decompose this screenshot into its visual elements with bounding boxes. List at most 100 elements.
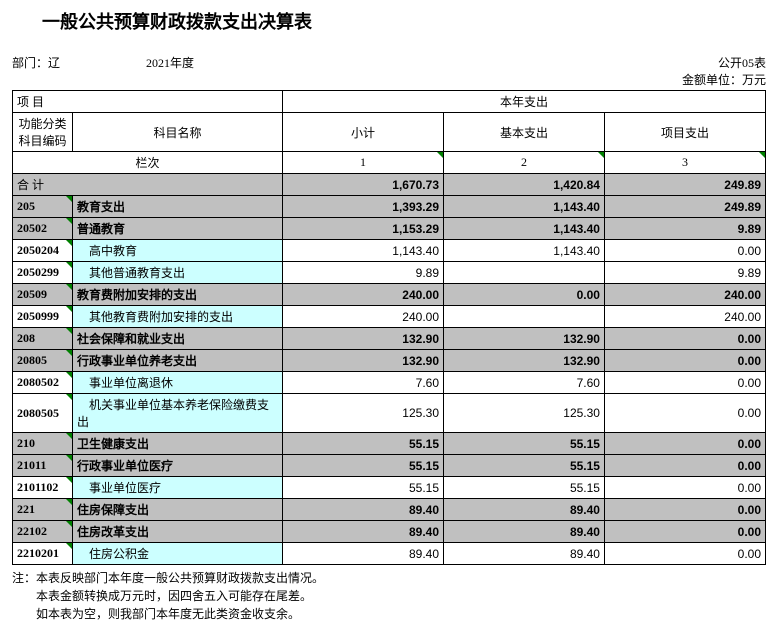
row-name: 教育支出 (73, 196, 283, 218)
cell-basic: 0.00 (444, 284, 605, 306)
table-row: 205教育支出1,393.291,143.40249.89 (13, 196, 766, 218)
row-name: 机关事业单位基本养老保险缴费支出 (73, 394, 283, 433)
cell-project: 0.00 (604, 372, 765, 394)
row-code: 22102 (13, 521, 73, 543)
row-name: 事业单位离退休 (73, 372, 283, 394)
cell-subtotal: 1,153.29 (283, 218, 444, 240)
cell-project: 0.00 (604, 240, 765, 262)
cell-basic (444, 262, 605, 284)
cell-basic: 1,143.40 (444, 196, 605, 218)
cell-basic: 89.40 (444, 521, 605, 543)
cell-project: 249.89 (604, 174, 765, 196)
row-code: 2080505 (13, 394, 73, 433)
cell-subtotal: 9.89 (283, 262, 444, 284)
row-name: 事业单位医疗 (73, 477, 283, 499)
cell-subtotal: 1,670.73 (283, 174, 444, 196)
cell-project: 0.00 (604, 328, 765, 350)
cell-subtotal: 1,393.29 (283, 196, 444, 218)
cell-basic: 89.40 (444, 499, 605, 521)
table-row: 2210201 住房公积金89.4089.400.00 (13, 543, 766, 565)
footnotes: 注：本表反映部门本年度一般公共预算财政拨款支出情况。 本表金额转换成万元时，因四… (12, 569, 766, 623)
year-label: 2021年度 (146, 54, 194, 88)
row-name: 住房改革支出 (73, 521, 283, 543)
table-row: 21011行政事业单位医疗55.1555.150.00 (13, 455, 766, 477)
row-code: 21011 (13, 455, 73, 477)
row-code: 210 (13, 433, 73, 455)
row-name: 其他教育费附加安排的支出 (73, 306, 283, 328)
cell-subtotal: 55.15 (283, 477, 444, 499)
table-row: 20509教育费附加安排的支出240.000.00240.00 (13, 284, 766, 306)
row-code: 2080502 (13, 372, 73, 394)
budget-table: 项 目 本年支出 功能分类科目编码 科目名称 小计 基本支出 项目支出 栏次 1… (12, 90, 766, 565)
row-name: 其他普通教育支出 (73, 262, 283, 284)
cell-basic: 125.30 (444, 394, 605, 433)
row-name: 住房保障支出 (73, 499, 283, 521)
row-code: 20805 (13, 350, 73, 372)
row-code: 208 (13, 328, 73, 350)
cell-basic: 89.40 (444, 543, 605, 565)
cell-subtotal: 89.40 (283, 521, 444, 543)
table-row: 2050299 其他普通教育支出9.899.89 (13, 262, 766, 284)
table-row: 208社会保障和就业支出132.90132.900.00 (13, 328, 766, 350)
row-code: 2210201 (13, 543, 73, 565)
row-name: 社会保障和就业支出 (73, 328, 283, 350)
cell-project: 240.00 (604, 306, 765, 328)
row-code: 20502 (13, 218, 73, 240)
row-name: 教育费附加安排的支出 (73, 284, 283, 306)
header-basic: 基本支出 (444, 113, 605, 152)
row-code: 2101102 (13, 477, 73, 499)
row-code: 2050204 (13, 240, 73, 262)
cell-project: 0.00 (604, 455, 765, 477)
header-func-code: 功能分类科目编码 (13, 113, 73, 152)
note-1: 注：本表反映部门本年度一般公共预算财政拨款支出情况。 (12, 569, 766, 587)
table-row: 2050999 其他教育费附加安排的支出240.00240.00 (13, 306, 766, 328)
cell-subtotal: 55.15 (283, 455, 444, 477)
cell-subtotal: 55.15 (283, 433, 444, 455)
row-name: 卫生健康支出 (73, 433, 283, 455)
header-xiangmu: 项 目 (13, 91, 283, 113)
cell-subtotal: 7.60 (283, 372, 444, 394)
cell-basic: 1,143.40 (444, 218, 605, 240)
row-name: 行政事业单位养老支出 (73, 350, 283, 372)
unit-label: 金额单位：万元 (682, 71, 766, 88)
cell-basic: 1,420.84 (444, 174, 605, 196)
cell-basic: 55.15 (444, 433, 605, 455)
cell-project: 0.00 (604, 543, 765, 565)
cell-project: 0.00 (604, 350, 765, 372)
cell-project: 9.89 (604, 262, 765, 284)
cell-subtotal: 240.00 (283, 284, 444, 306)
cell-basic: 132.90 (444, 328, 605, 350)
cell-basic: 1,143.40 (444, 240, 605, 262)
cell-subtotal: 89.40 (283, 543, 444, 565)
row-total-label: 合 计 (13, 174, 283, 196)
header-bennian: 本年支出 (283, 91, 766, 113)
cell-subtotal: 1,143.40 (283, 240, 444, 262)
cell-basic: 7.60 (444, 372, 605, 394)
header-lanci: 栏次 (13, 152, 283, 174)
table-row: 22102住房改革支出89.4089.400.00 (13, 521, 766, 543)
note-2: 本表金额转换成万元时，因四舍五入可能存在尾差。 (12, 587, 766, 605)
form-number: 公开05表 (682, 54, 766, 71)
row-code: 20509 (13, 284, 73, 306)
cell-basic: 55.15 (444, 477, 605, 499)
col-2: 2 (444, 152, 605, 174)
cell-subtotal: 125.30 (283, 394, 444, 433)
row-code: 221 (13, 499, 73, 521)
cell-subtotal: 132.90 (283, 328, 444, 350)
cell-project: 0.00 (604, 521, 765, 543)
table-row: 20502普通教育1,153.291,143.409.89 (13, 218, 766, 240)
row-code: 2050999 (13, 306, 73, 328)
cell-project: 240.00 (604, 284, 765, 306)
dept-label: 部门：辽 (12, 54, 60, 88)
cell-subtotal: 132.90 (283, 350, 444, 372)
table-row: 20805行政事业单位养老支出132.90132.900.00 (13, 350, 766, 372)
row-code: 205 (13, 196, 73, 218)
table-row: 210卫生健康支出55.1555.150.00 (13, 433, 766, 455)
table-row: 合 计1,670.731,420.84249.89 (13, 174, 766, 196)
table-row: 2101102 事业单位医疗55.1555.150.00 (13, 477, 766, 499)
cell-basic (444, 306, 605, 328)
row-code: 2050299 (13, 262, 73, 284)
cell-subtotal: 240.00 (283, 306, 444, 328)
table-row: 2050204 高中教育1,143.401,143.400.00 (13, 240, 766, 262)
cell-basic: 132.90 (444, 350, 605, 372)
